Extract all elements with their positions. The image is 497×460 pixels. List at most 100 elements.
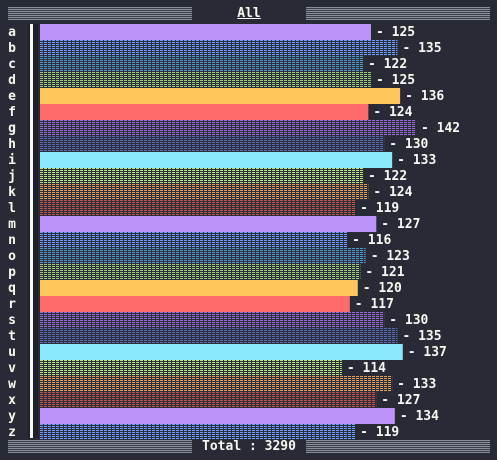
value-label-a: - 125 xyxy=(376,25,415,40)
value-label-h: - 130 xyxy=(389,137,428,152)
value-label-u: - 137 xyxy=(408,345,447,360)
bar-q xyxy=(40,280,358,296)
value-label-bg-n xyxy=(348,233,399,247)
value-label-m: - 127 xyxy=(381,217,420,232)
category-label-a: a xyxy=(8,25,16,40)
value-label-f: - 124 xyxy=(373,105,412,120)
category-label-x: x xyxy=(8,393,16,408)
bar-r xyxy=(40,296,350,312)
value-label-bg-e xyxy=(401,89,452,103)
footer-left-rule xyxy=(8,440,192,453)
value-label-bg-s xyxy=(385,313,436,327)
bar-i xyxy=(40,152,393,168)
bar-s xyxy=(40,312,385,328)
bar-h xyxy=(40,136,385,152)
value-label-y: - 134 xyxy=(400,409,439,424)
bar-c xyxy=(40,56,364,72)
category-label-j: j xyxy=(8,169,16,184)
value-label-bg-c xyxy=(364,57,415,71)
category-label-v: v xyxy=(8,361,16,376)
value-label-bg-i xyxy=(393,153,444,167)
value-label-l: - 119 xyxy=(360,201,399,216)
value-label-bg-w xyxy=(393,377,444,391)
category-label-o: o xyxy=(8,249,16,264)
value-label-bg-r xyxy=(350,297,401,311)
axis-background xyxy=(28,24,38,438)
value-label-p: - 121 xyxy=(365,265,404,280)
value-label-bg-a xyxy=(371,25,422,39)
bar-w xyxy=(40,376,393,392)
category-label-c: c xyxy=(8,57,16,72)
value-label-bg-g xyxy=(417,121,467,135)
value-label-c: - 122 xyxy=(368,57,407,72)
y-axis-line xyxy=(30,24,33,438)
bar-x xyxy=(40,392,377,408)
category-label-u: u xyxy=(8,345,16,360)
category-label-z: z xyxy=(8,425,16,440)
value-label-r: - 117 xyxy=(355,297,394,312)
value-label-bg-d xyxy=(371,73,422,87)
bar-g xyxy=(40,120,416,136)
total-label: Total : 3290 xyxy=(194,439,304,455)
bar-p xyxy=(40,264,361,280)
value-label-z: - 119 xyxy=(360,425,399,440)
value-label-d: - 125 xyxy=(376,73,415,88)
value-label-bg-u xyxy=(403,345,454,359)
value-label-w: - 133 xyxy=(397,377,436,392)
title-right-rule xyxy=(306,7,490,20)
category-label-s: s xyxy=(8,313,16,328)
value-label-i: - 133 xyxy=(397,153,436,168)
chart-title: All xyxy=(237,6,261,21)
category-label-d: d xyxy=(8,73,16,88)
value-label-bg-h xyxy=(385,137,436,151)
value-label-bg-o xyxy=(366,249,417,263)
category-label-h: h xyxy=(8,137,16,152)
value-label-bg-v xyxy=(342,361,393,375)
category-label-r: r xyxy=(8,297,16,312)
bar-a xyxy=(40,24,371,40)
bar-k xyxy=(40,184,369,200)
category-label-b: b xyxy=(8,41,16,56)
category-label-m: m xyxy=(8,217,16,232)
value-label-bg-q xyxy=(358,281,409,295)
bar-u xyxy=(40,344,403,360)
value-label-s: - 130 xyxy=(389,313,428,328)
value-label-bg-m xyxy=(377,217,428,231)
bar-d xyxy=(40,72,371,88)
category-label-w: w xyxy=(8,377,16,392)
value-label-bg-z xyxy=(356,425,407,439)
category-label-k: k xyxy=(8,185,16,200)
category-label-l: l xyxy=(8,201,16,216)
value-label-bg-t xyxy=(398,329,449,343)
value-label-j: - 122 xyxy=(368,169,407,184)
category-label-q: q xyxy=(8,281,16,296)
bar-b xyxy=(40,40,398,56)
value-label-bg-x xyxy=(377,393,428,407)
bar-v xyxy=(40,360,342,376)
bar-e xyxy=(40,88,401,104)
value-label-t: - 135 xyxy=(402,329,441,344)
bar-z xyxy=(40,424,356,440)
value-label-q: - 120 xyxy=(363,281,402,296)
bar-o xyxy=(40,248,366,264)
value-label-e: - 136 xyxy=(405,89,444,104)
value-label-o: - 123 xyxy=(371,249,410,264)
category-label-y: y xyxy=(8,409,16,424)
value-label-k: - 124 xyxy=(373,185,412,200)
value-label-bg-l xyxy=(356,201,407,215)
value-label-x: - 127 xyxy=(381,393,420,408)
bar-f xyxy=(40,104,369,120)
bar-m xyxy=(40,216,377,232)
category-label-e: e xyxy=(8,89,16,104)
bar-t xyxy=(40,328,398,344)
value-label-v: - 114 xyxy=(347,361,386,376)
footer-right-rule xyxy=(306,440,490,453)
category-label-p: p xyxy=(8,265,16,280)
bar-n xyxy=(40,232,348,248)
value-label-n: - 116 xyxy=(352,233,391,248)
title-left-rule xyxy=(8,7,192,20)
category-label-n: n xyxy=(8,233,16,248)
bar-j xyxy=(40,168,364,184)
value-label-b: - 135 xyxy=(402,41,441,56)
